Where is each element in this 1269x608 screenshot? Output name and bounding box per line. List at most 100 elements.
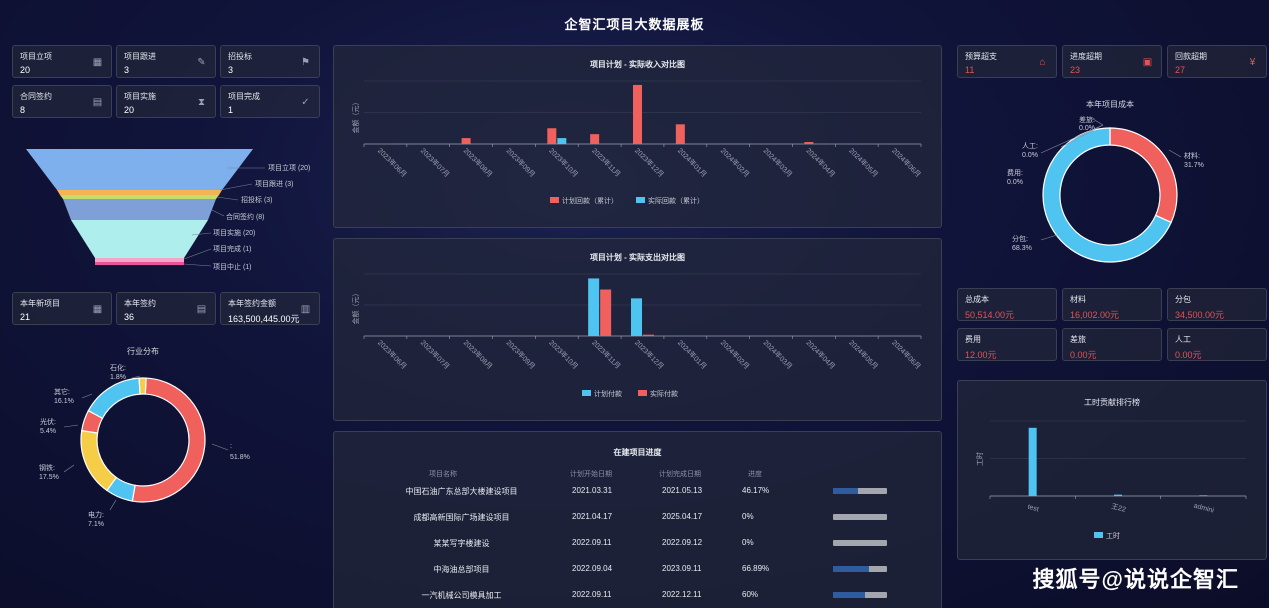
- x-tick-label: 2023年10月: [547, 338, 580, 371]
- stat-card-contract[interactable]: 合同签约 8 ▤: [12, 85, 112, 118]
- legend-label[interactable]: 计划付款: [594, 389, 622, 398]
- start-date: 2021.04.17: [572, 512, 613, 521]
- bar-计划回款（累计）-2024年01月[interactable]: [675, 124, 685, 144]
- progress-bar: [833, 488, 887, 494]
- x-tick-label: 2023年08月: [462, 146, 495, 179]
- cost-label-expense: 费用: 0.0%: [1007, 168, 1023, 186]
- project-name: 成都高新国际广场建设项目: [413, 513, 510, 522]
- stat-card-schedule-overdue[interactable]: 进度超期 23 ▣: [1062, 45, 1162, 78]
- edit-icon: ✎: [197, 57, 206, 68]
- stat-label: 本年签约: [124, 299, 156, 308]
- cost-card-labor[interactable]: 人工 0.00元: [1167, 328, 1267, 361]
- bar-计划回款（累计）-2023年08月[interactable]: [461, 138, 471, 144]
- stat-card-budget-overrun[interactable]: 预算超支 11 ⌂: [957, 45, 1057, 78]
- x-tick-label: 2023年06月: [376, 338, 409, 371]
- progress-bar: [833, 514, 887, 520]
- project-name: 一汽机械公司模具加工: [421, 591, 502, 600]
- funnel-stage-followup[interactable]: [57, 190, 222, 195]
- bar-计划回款（累计）-2023年11月[interactable]: [590, 134, 600, 144]
- bar-计划回款（累计）-2024年04月[interactable]: [804, 142, 814, 144]
- industry-label-steel: 钢铁: 17.5%: [39, 463, 59, 481]
- work-hours-title: 工时贡献排行榜: [1084, 398, 1140, 407]
- x-tick-label: admini: [1193, 503, 1215, 515]
- bar-计划付款-2023年11月[interactable]: [588, 278, 600, 336]
- bar-实际回款（累计）-2023年10月[interactable]: [557, 138, 567, 144]
- legend-label[interactable]: 工时: [1106, 531, 1120, 540]
- cost-card-total[interactable]: 总成本 50,514.00元: [957, 288, 1057, 321]
- progress-bar: [833, 566, 887, 572]
- funnel-stage-completed[interactable]: [95, 258, 184, 262]
- contract-icon: ▤: [196, 304, 207, 315]
- bar-计划回款（累计）-2023年10月[interactable]: [547, 128, 557, 144]
- legend-swatch[interactable]: [636, 197, 645, 203]
- stat-label: 项目跟进: [124, 52, 156, 61]
- stat-card-contract-amount[interactable]: 本年签约金额 163,500,445.00元 ▥: [220, 292, 320, 325]
- funnel-stage-bidding[interactable]: [60, 195, 219, 199]
- work-hours-bar-chart: 工时 test 王22 admini 工时: [975, 420, 1247, 540]
- funnel-stage-aborted[interactable]: [95, 262, 184, 265]
- progress-bar: [833, 540, 887, 546]
- progress-bar-fill: [833, 592, 866, 598]
- col-header-end: 计划完成日期: [659, 471, 701, 478]
- income-bar-chart: 金额（元） 2023年06月 2023年07月 2023年08月 2023年09月 20…: [351, 80, 923, 205]
- cost-value: 12.00元: [965, 350, 997, 360]
- end-date: 2025.04.17: [662, 512, 703, 521]
- start-date: 2022.09.04: [572, 564, 613, 573]
- cost-label: 费用: [965, 335, 981, 344]
- stat-card-completed[interactable]: 项目完成 1 ✓: [220, 85, 320, 118]
- bar-工时-王22[interactable]: [1114, 494, 1122, 496]
- slice-main[interactable]: [131, 377, 206, 503]
- funnel-stage-contract[interactable]: [63, 199, 216, 220]
- industry-label-main: :51.8%: [230, 443, 250, 461]
- x-tick-label: 2023年06月: [376, 146, 409, 179]
- yuan-icon: ¥: [1249, 57, 1256, 68]
- slice-steel[interactable]: [80, 429, 118, 492]
- project-name: 中海油总部项目: [433, 565, 490, 574]
- legend-swatch[interactable]: [1094, 532, 1103, 538]
- cost-card-expense[interactable]: 费用 12.00元: [957, 328, 1057, 361]
- funnel-stage-implementation[interactable]: [71, 220, 208, 258]
- stat-card-year-contracts[interactable]: 本年签约 36 ▤: [116, 292, 216, 325]
- stat-card-payment-overdue[interactable]: 回款超期 27 ¥: [1167, 45, 1267, 78]
- slice-other[interactable]: [87, 377, 141, 420]
- stat-card-bidding[interactable]: 招投标 3 ⚑: [220, 45, 320, 78]
- start-date: 2022.09.11: [572, 590, 612, 599]
- legend-label[interactable]: 实际付款: [650, 389, 678, 398]
- cost-label-travel: 差旅: 0.0%: [1079, 115, 1095, 132]
- slice-subcontract[interactable]: [1042, 127, 1172, 263]
- legend-label[interactable]: 计划回款（累计）: [562, 196, 618, 205]
- stat-card-implementation[interactable]: 项目实施 20 ⧗: [116, 85, 216, 118]
- bar-实际付款-2023年11月[interactable]: [600, 289, 612, 337]
- legend-swatch[interactable]: [582, 390, 591, 396]
- bar-工时-admini[interactable]: [1199, 495, 1208, 496]
- slice-material[interactable]: [1109, 127, 1178, 224]
- funnel-label-aborted: 项目中止 (1): [213, 262, 252, 271]
- bar-工时-test[interactable]: [1028, 427, 1037, 496]
- stat-card-project-initiation[interactable]: 项目立项 20 ▦: [12, 45, 112, 78]
- legend-swatch[interactable]: [550, 197, 559, 203]
- progress-bar: [833, 592, 887, 598]
- bar-计划回款（累计）-2023年12月[interactable]: [633, 84, 642, 144]
- project-name: 中国石油广东总部大楼建设项目: [405, 487, 518, 496]
- hourglass-icon: ⧗: [197, 97, 206, 108]
- x-tick-label: 2024年06月: [890, 146, 923, 179]
- stat-card-new-projects[interactable]: 本年新项目 21 ▦: [12, 292, 112, 325]
- grid-icon: ▦: [92, 304, 103, 315]
- cost-value: 50,514.00元: [965, 310, 1015, 320]
- cost-card-travel[interactable]: 差旅 0.00元: [1062, 328, 1162, 361]
- income-chart-panel: 项目计划 - 实际收入对比图 金额（元） 2023年06月 2023年07月 202…: [333, 45, 942, 228]
- legend-swatch[interactable]: [638, 390, 647, 396]
- x-tick-label: 2023年11月: [590, 338, 622, 370]
- bar-计划付款-2023年12月[interactable]: [631, 298, 642, 336]
- legend-label[interactable]: 实际回款（累计）: [648, 196, 704, 205]
- cost-card-subcontract[interactable]: 分包 34,500.00元: [1167, 288, 1267, 321]
- progress-bar-fill: [833, 566, 870, 572]
- slice-petrochem[interactable]: [138, 377, 147, 395]
- cost-value: 16,002.00元: [1070, 310, 1120, 320]
- stat-card-project-followup[interactable]: 项目跟进 3 ✎: [116, 45, 216, 78]
- cost-value: 0.00元: [1175, 350, 1202, 360]
- stat-label: 项目实施: [124, 92, 156, 101]
- bar-实际付款-2023年12月[interactable]: [643, 334, 654, 336]
- cost-card-material[interactable]: 材料 16,002.00元: [1062, 288, 1162, 321]
- funnel-stage-initiation[interactable]: [26, 149, 253, 190]
